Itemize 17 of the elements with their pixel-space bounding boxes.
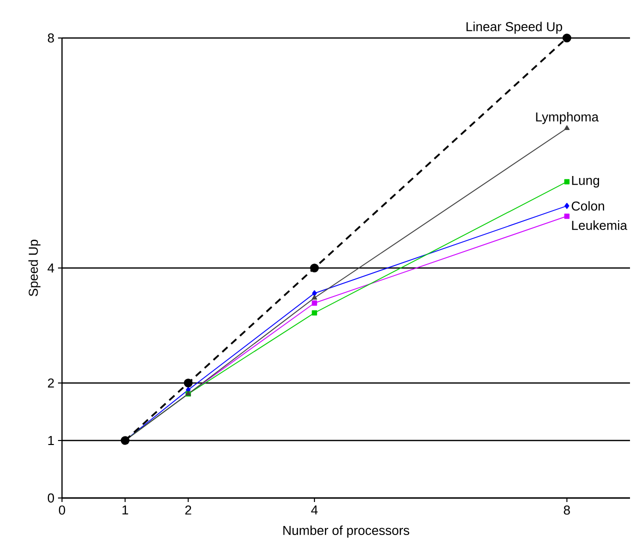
x-tick-label: 0 (58, 505, 66, 515)
x-tick-label: 1 (122, 505, 128, 514)
series-label: Lymphoma (536, 112, 599, 124)
y-tick-label: 4 (48, 264, 54, 272)
series-label: Linear Speed Up (466, 22, 562, 34)
x-tick-label: 4 (311, 505, 318, 514)
x-tick-label: 8 (564, 505, 570, 515)
y-tick-label: 8 (48, 33, 54, 43)
y-tick-label: 0 (48, 493, 54, 503)
y-tick-label: 2 (48, 378, 54, 388)
y-tick-label: 1 (48, 436, 54, 445)
series-label: Lung (572, 176, 600, 188)
x-tick-label: 2 (185, 505, 192, 515)
y-axis-title: Speed Up (28, 240, 40, 296)
x-axis-title: Number of processors (283, 525, 410, 538)
series-label: Leukemia (572, 220, 628, 230)
series-label: Colon (572, 201, 604, 211)
